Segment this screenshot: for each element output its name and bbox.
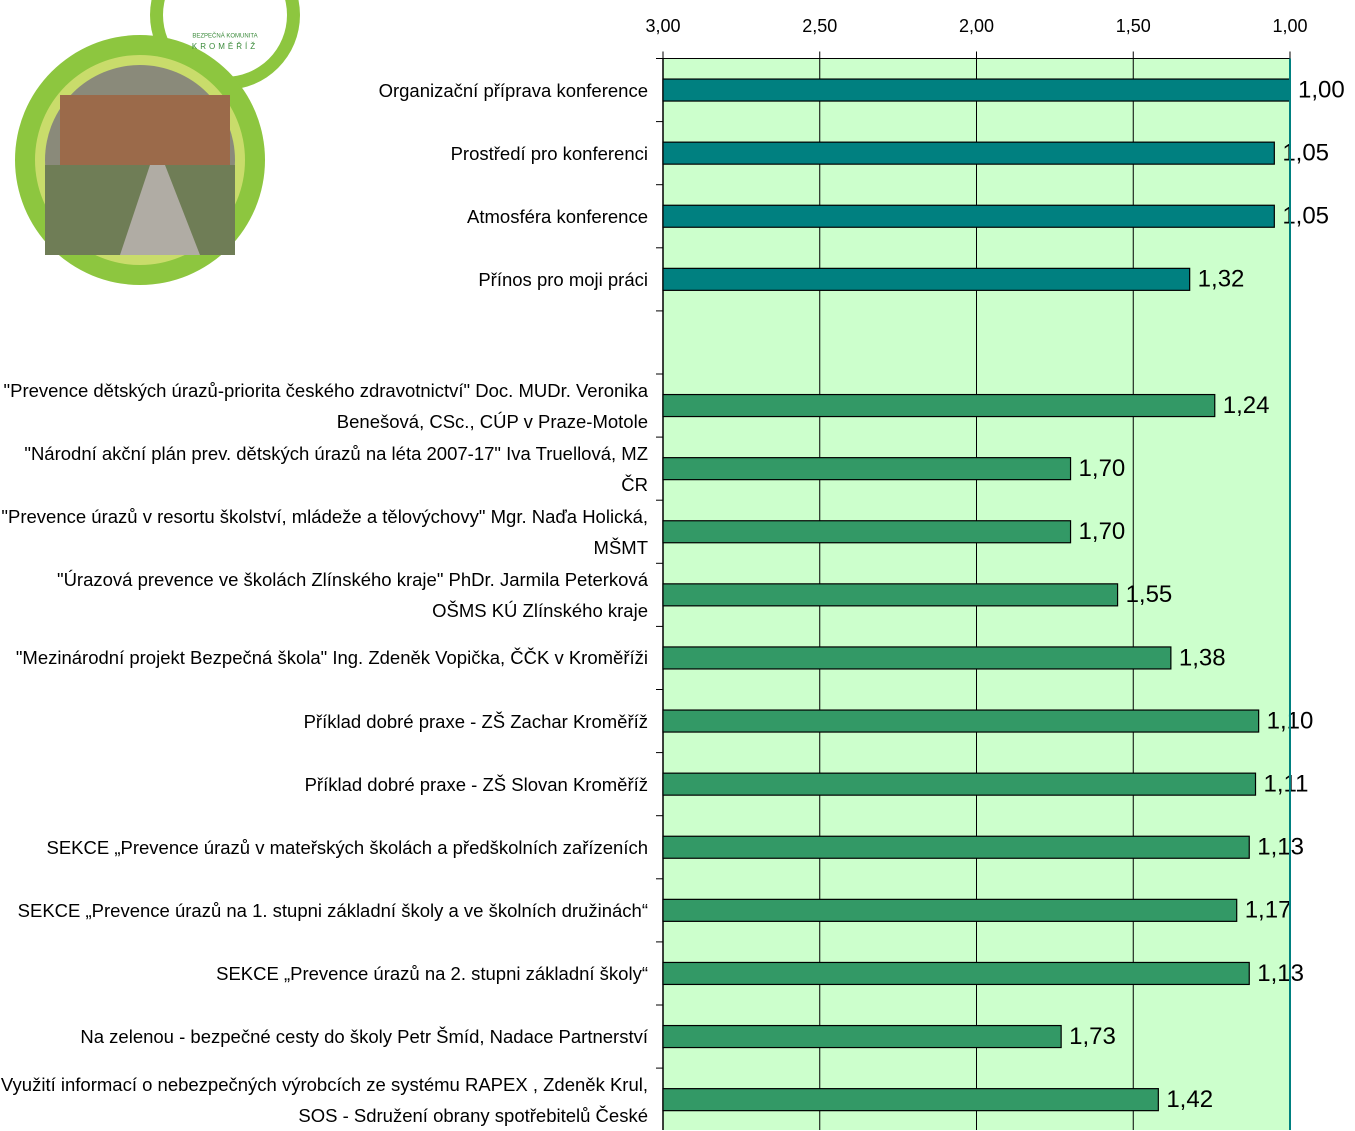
y-tick-label: "Prevence úrazů v resortu školství, mlád… xyxy=(0,500,648,563)
bar xyxy=(663,458,1071,480)
value-label: 1,13 xyxy=(1257,834,1304,861)
bar xyxy=(663,79,1290,101)
bar xyxy=(663,710,1259,732)
bar xyxy=(663,395,1215,417)
bar xyxy=(663,647,1171,669)
bar xyxy=(663,268,1190,290)
y-tick-label: Prostředí pro konferenci xyxy=(0,122,648,185)
bar xyxy=(663,584,1118,606)
bar xyxy=(663,1026,1061,1048)
bar xyxy=(663,962,1249,984)
y-tick-label: "Mezinárodní projekt Bezpečná škola" Ing… xyxy=(0,626,648,689)
bar xyxy=(663,899,1237,921)
x-tick-label: 2,50 xyxy=(802,16,837,36)
y-tick-label: Atmosféra konference xyxy=(0,185,648,248)
y-tick-label: Příklad dobré praxe - ZŠ Zachar Kroměříž xyxy=(0,690,648,753)
y-tick-label: "Prevence dětských úrazů-priorita českéh… xyxy=(0,374,648,437)
y-tick-label: Přínos pro moji práci xyxy=(0,248,648,311)
y-tick-label: SEKCE „Prevence úrazů v mateřských školá… xyxy=(0,816,648,879)
bar xyxy=(663,142,1274,164)
bar xyxy=(663,773,1256,795)
y-tick-label: "Národní akční plán prev. dětských úrazů… xyxy=(0,437,648,500)
bar xyxy=(663,836,1249,858)
value-label: 1,11 xyxy=(1264,770,1309,797)
y-tick-label: SEKCE „Prevence úrazů na 2. stupni zákla… xyxy=(0,942,648,1005)
value-label: 1,17 xyxy=(1245,897,1292,924)
logo-text: KROMĚŘÍŽ xyxy=(192,42,258,51)
x-tick-label: 2,00 xyxy=(959,16,994,36)
logo-text: BEZPEČNÁ KOMUNITA xyxy=(192,33,257,40)
value-label: 1,70 xyxy=(1079,518,1126,545)
value-label: 1,73 xyxy=(1069,1023,1116,1050)
y-tick-label: Využití informací o nebezpečných výrobcí… xyxy=(0,1068,648,1131)
value-label: 1,70 xyxy=(1079,455,1126,482)
y-tick-label: Příklad dobré praxe - ZŠ Slovan Kroměříž xyxy=(0,753,648,816)
value-label: 1,00 xyxy=(1298,76,1345,103)
value-label: 1,13 xyxy=(1257,960,1304,987)
bar xyxy=(663,521,1071,543)
value-label: 1,55 xyxy=(1126,581,1173,608)
value-label: 1,24 xyxy=(1223,392,1270,419)
x-tick-label: 1,00 xyxy=(1272,16,1307,36)
y-tick-label: Na zelenou - bezpečné cesty do školy Pet… xyxy=(0,1005,648,1068)
x-tick-label: 3,00 xyxy=(645,16,680,36)
bar xyxy=(663,1089,1158,1111)
x-tick-label: 1,50 xyxy=(1116,16,1151,36)
value-label: 1,32 xyxy=(1198,266,1245,293)
value-label: 1,42 xyxy=(1166,1086,1213,1113)
value-label: 1,38 xyxy=(1179,644,1226,671)
bar xyxy=(663,205,1274,227)
y-tick-label: SEKCE „Prevence úrazů na 1. stupni zákla… xyxy=(0,879,648,942)
y-tick-label: Organizační příprava konference xyxy=(0,59,648,122)
page: BEZPEČNÁ KOMUNITA KROMĚŘÍŽ 3,00 2,50 2,00 1… xyxy=(0,0,1355,1130)
y-tick-label: "Úrazová prevence ve školách Zlínského k… xyxy=(0,563,648,626)
